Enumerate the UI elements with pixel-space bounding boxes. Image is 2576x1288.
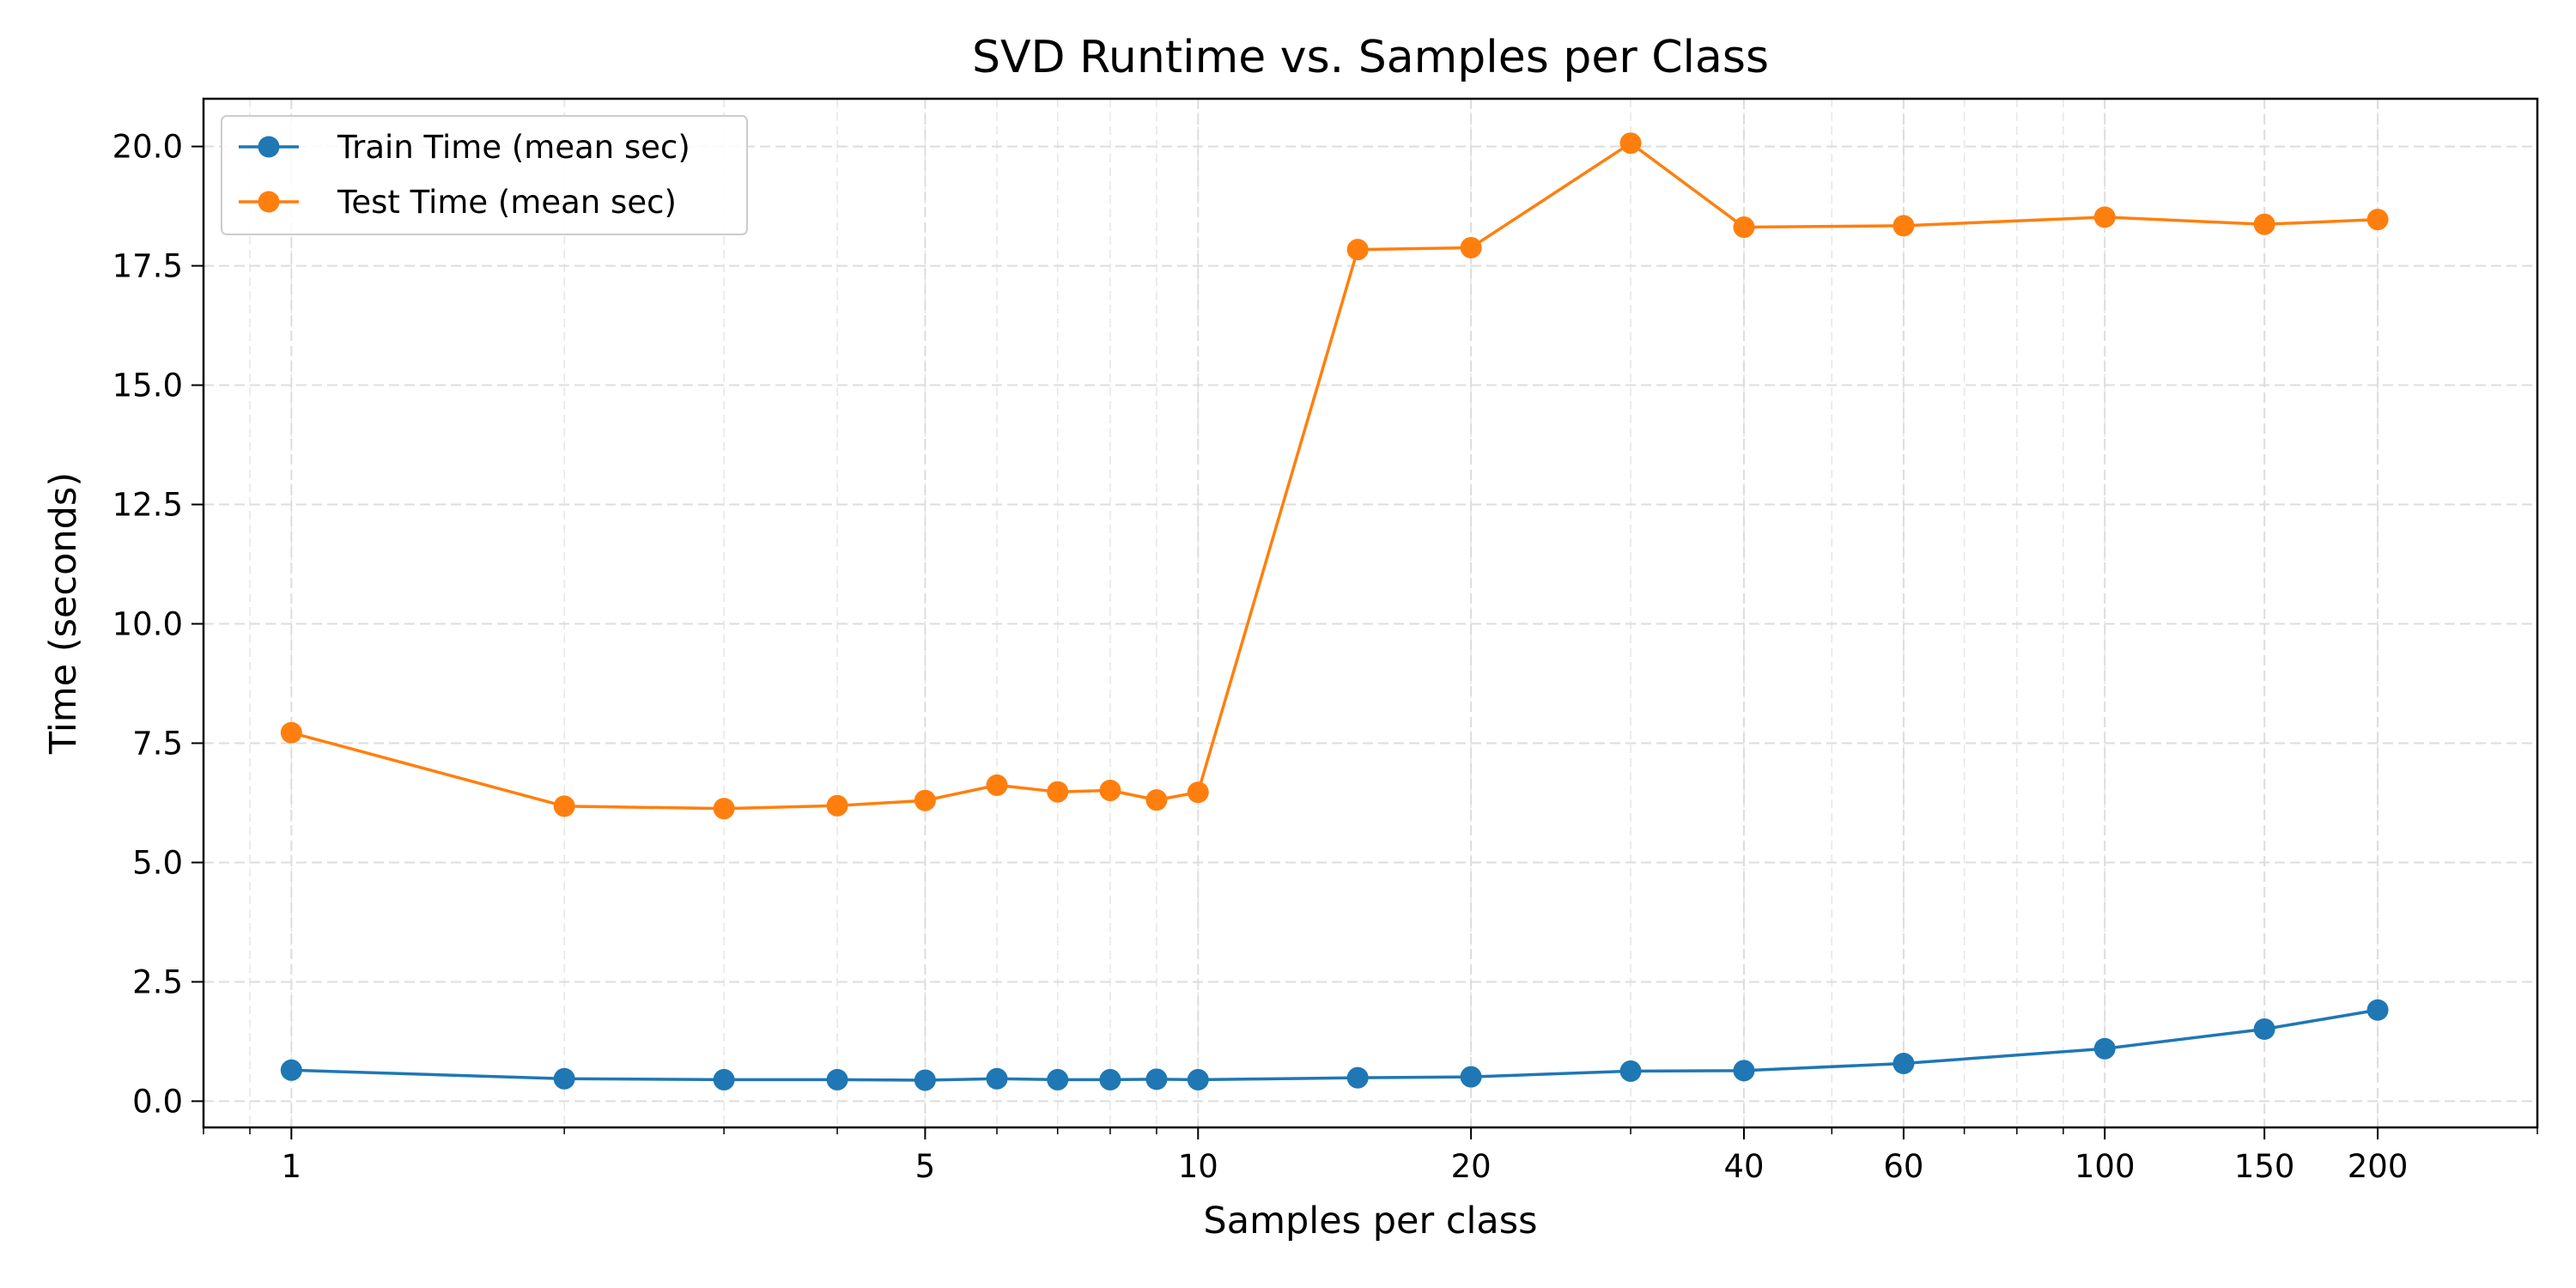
data-point bbox=[1346, 1066, 1369, 1089]
data-point bbox=[2093, 1037, 2116, 1060]
data-point bbox=[1145, 1068, 1168, 1091]
data-point bbox=[2253, 1018, 2275, 1040]
data-point bbox=[1893, 215, 1915, 237]
data-point bbox=[553, 1067, 575, 1090]
legend-marker bbox=[258, 191, 280, 213]
y-tick-label: 7.5 bbox=[132, 725, 183, 762]
y-tick-label: 0.0 bbox=[132, 1083, 183, 1120]
x-tick-label: 1 bbox=[282, 1148, 302, 1185]
axes: 1 5 10 20 40 60 100 150 200 0.0 2.5 5.0 7.5 10.0 12.5 1… bbox=[112, 129, 2538, 1185]
grid-lines bbox=[203, 99, 2538, 1127]
data-point bbox=[1047, 1068, 1069, 1091]
x-tick-label: 200 bbox=[2348, 1148, 2409, 1185]
data-point bbox=[1619, 132, 1642, 155]
data-point bbox=[986, 774, 1008, 796]
legend-marker bbox=[258, 136, 280, 158]
data-point bbox=[1187, 781, 1209, 804]
series-test-time bbox=[280, 132, 2389, 820]
data-point bbox=[1099, 1068, 1121, 1091]
data-point bbox=[2366, 209, 2389, 231]
x-tick-label: 5 bbox=[915, 1148, 936, 1185]
data-point bbox=[280, 1059, 302, 1081]
data-point bbox=[1346, 239, 1369, 261]
y-tick-label: 17.5 bbox=[112, 248, 183, 285]
data-point bbox=[1619, 1060, 1642, 1082]
legend-item: Test Time (mean sec) bbox=[239, 184, 677, 221]
x-tick-label: 100 bbox=[2075, 1148, 2136, 1185]
x-tick-label: 20 bbox=[1451, 1148, 1492, 1185]
data-point bbox=[280, 721, 302, 744]
data-point bbox=[914, 789, 936, 811]
data-point bbox=[1187, 1068, 1209, 1091]
data-point bbox=[1460, 1066, 1482, 1088]
data-point bbox=[826, 794, 848, 817]
data-point bbox=[1733, 216, 1755, 239]
legend-label: Train Time (mean sec) bbox=[337, 129, 690, 166]
x-tick-label: 10 bbox=[1178, 1148, 1218, 1185]
data-point bbox=[1099, 780, 1121, 802]
series-line bbox=[291, 1008, 2379, 1082]
legend: Train Time (mean sec) Test Time (mean sec… bbox=[221, 115, 748, 235]
data-point bbox=[1893, 1053, 1915, 1075]
data-point bbox=[1460, 236, 1482, 258]
data-point bbox=[1145, 789, 1168, 811]
data-point bbox=[1733, 1060, 1755, 1082]
data-point bbox=[914, 1069, 936, 1091]
x-tick-label: 60 bbox=[1883, 1148, 1923, 1185]
data-point bbox=[2253, 213, 2275, 235]
x-axis-label: Samples per class bbox=[1203, 1200, 1537, 1242]
plot-area bbox=[202, 97, 2539, 1129]
chart-title: SVD Runtime vs. Samples per Class bbox=[972, 32, 1769, 83]
y-tick-label: 15.0 bbox=[112, 368, 183, 404]
data-point bbox=[986, 1067, 1008, 1090]
y-tick-label: 12.5 bbox=[112, 487, 183, 524]
data-point bbox=[2366, 999, 2389, 1021]
data-point bbox=[553, 795, 575, 817]
series-line bbox=[290, 141, 2379, 811]
x-tick-label: 150 bbox=[2234, 1148, 2295, 1185]
data-point bbox=[713, 798, 735, 820]
series-group bbox=[280, 132, 2389, 1091]
legend-box bbox=[221, 115, 748, 235]
series-train-time bbox=[280, 999, 2389, 1091]
x-tick-label: 40 bbox=[1723, 1148, 1764, 1185]
y-tick-label: 20.0 bbox=[112, 129, 183, 166]
y-axis-label: Time (seconds) bbox=[42, 472, 85, 755]
data-point bbox=[826, 1068, 848, 1091]
data-point bbox=[2093, 206, 2116, 228]
y-tick-label: 10.0 bbox=[112, 606, 183, 643]
legend-item: Train Time (mean sec) bbox=[239, 129, 690, 166]
data-point bbox=[1047, 781, 1069, 803]
legend-label: Test Time (mean sec) bbox=[337, 184, 677, 221]
y-tick-label: 5.0 bbox=[132, 844, 183, 881]
data-point bbox=[713, 1068, 735, 1091]
y-tick-label: 2.5 bbox=[132, 963, 183, 1000]
